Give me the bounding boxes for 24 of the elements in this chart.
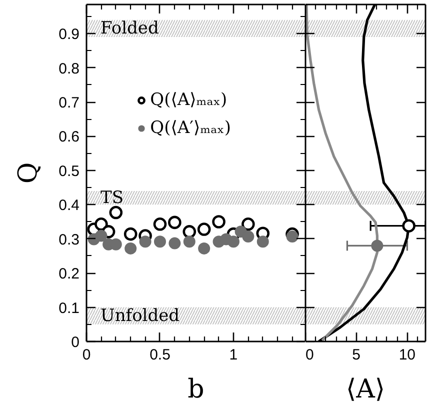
band-label: Folded (100, 18, 159, 38)
y-axis-title: Q (14, 162, 44, 184)
band-label: TS (100, 188, 124, 208)
y-tick-label: 0.7 (58, 94, 80, 112)
x-tick-label: 10 (398, 346, 416, 364)
y-tick-label: 0.2 (58, 266, 80, 283)
y-tick-label: 0.5 (58, 162, 80, 180)
y-tick-label: 0.3 (58, 231, 80, 248)
band-label: Unfolded (100, 306, 180, 326)
y-tick-label: 0.9 (58, 26, 80, 44)
legend-label: Q(⟨A⟩ₘₐₓ) (150, 90, 228, 110)
y-tick-label: 0.1 (58, 300, 80, 317)
y-tick-label: 0.6 (58, 128, 80, 146)
y-tick-label: 0.8 (58, 60, 80, 78)
y-tick-label: 0.4 (58, 197, 80, 214)
x-tick-label: 5 (352, 346, 361, 364)
x-tick-label: 0 (82, 346, 91, 364)
legend-label: Q(⟨A′⟩ₘₐₓ) (150, 118, 231, 138)
x-tick-label: 0 (306, 346, 314, 364)
x-tick-label: 0.5 (150, 346, 170, 364)
x-tick-label: 1 (229, 346, 238, 364)
y-tick-label: 0 (71, 334, 80, 351)
x-axis-title: ⟨A⟩ (346, 374, 386, 404)
x-axis-title: b (188, 374, 204, 404)
